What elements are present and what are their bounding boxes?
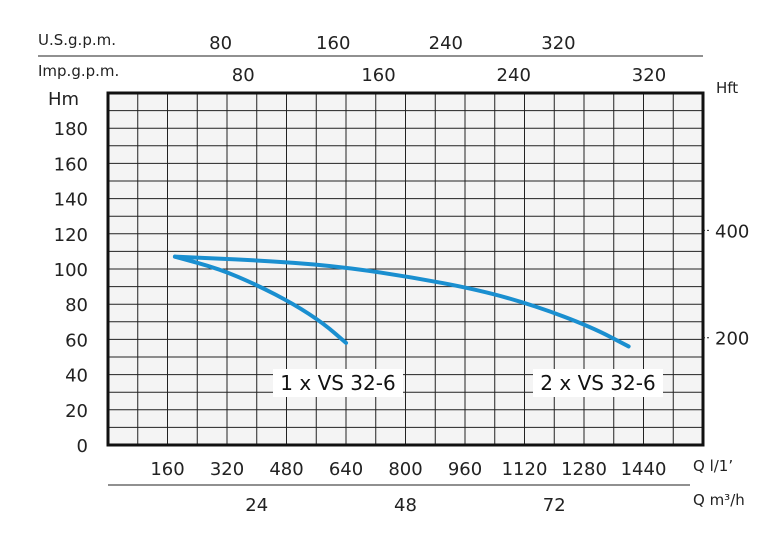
series-label-bg <box>533 369 663 397</box>
left-axis-title: Hm <box>48 89 79 110</box>
bottom-lmin-tick-label: 960 <box>448 459 482 480</box>
top-axis-usgpm-title: U.S.g.p.m. <box>38 31 116 49</box>
top-usgpm-tick-label: 160 <box>316 33 350 54</box>
top-axis-impgpm-title: Imp.g.p.m. <box>38 62 119 80</box>
top-usgpm-tick-label: 320 <box>541 33 575 54</box>
bottom-m3h-tick-label: 24 <box>245 495 268 516</box>
bottom-m3h-tick-label: 48 <box>394 495 417 516</box>
left-tick-label: 100 <box>54 260 88 281</box>
bottom-lmin-tick-label: 1440 <box>621 459 667 480</box>
left-tick-label: 180 <box>54 119 88 140</box>
left-tick-label: 20 <box>65 401 88 422</box>
right-axis-title: Hft <box>716 79 738 97</box>
bottom-m3h-tick-label: 72 <box>543 495 566 516</box>
left-tick-label: 40 <box>65 366 88 387</box>
series-line-1 <box>172 254 348 345</box>
bottom-lmin-tick-label: 1280 <box>561 459 607 480</box>
left-tick-label: 120 <box>54 225 88 246</box>
left-tick-label: 160 <box>54 154 88 175</box>
bottom-lmin-tick-label: 480 <box>269 459 303 480</box>
bottom-lmin-tick-label: 800 <box>388 459 422 480</box>
bottom-lmin-tick-label: 320 <box>210 459 244 480</box>
series-label-2: 2 x VS 32-6 <box>540 371 655 395</box>
top-impgpm-tick-label: 160 <box>361 65 395 86</box>
top-impgpm-tick-label: 320 <box>632 65 666 86</box>
top-impgpm-tick-label: 240 <box>497 65 531 86</box>
left-tick-label: 60 <box>65 330 88 351</box>
grid <box>108 93 703 445</box>
left-tick-label: 140 <box>54 190 88 211</box>
bottom-lmin-axis-title: Q l/1’ <box>693 457 733 475</box>
series-label-bg <box>273 369 403 397</box>
right-tick-label: 400 <box>715 221 749 242</box>
bottom-m3h-axis-title: Q m³/h <box>693 491 745 509</box>
bottom-lmin-tick-label: 1120 <box>502 459 548 480</box>
bottom-lmin-tick-label: 640 <box>329 459 363 480</box>
labels: 1 x VS 32-6 2 x VS 32-6 0 20 40 60 80 100 120 140… <box>38 31 749 516</box>
left-tick-label: 0 <box>77 436 88 457</box>
left-tick-label: 80 <box>65 295 88 316</box>
plot-frame <box>106 91 705 447</box>
top-usgpm-tick-label: 240 <box>429 33 463 54</box>
top-usgpm-tick-label: 80 <box>209 33 232 54</box>
right-tick-label: 200 <box>715 329 749 350</box>
bottom-lmin-tick-label: 160 <box>150 459 184 480</box>
series-label-1: 1 x VS 32-6 <box>280 371 395 395</box>
series-group <box>172 254 631 349</box>
series-line-2 <box>172 254 631 349</box>
top-impgpm-tick-label: 80 <box>232 65 255 86</box>
